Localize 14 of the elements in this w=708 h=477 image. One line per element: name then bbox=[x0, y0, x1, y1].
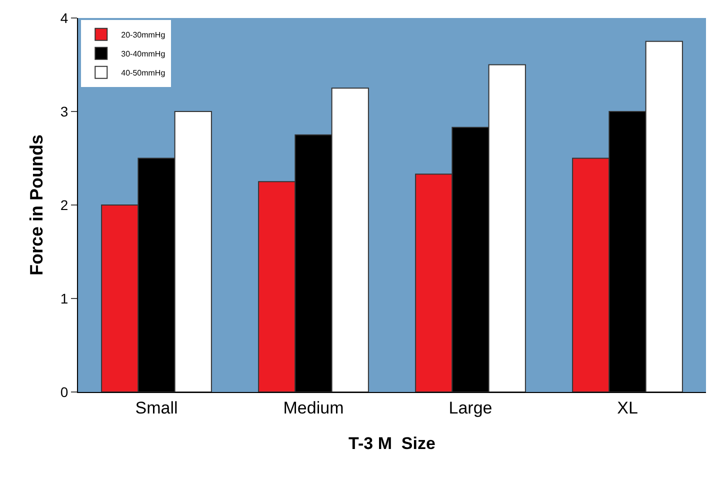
x-tick-label: Small bbox=[135, 398, 178, 418]
y-tick-label: 0 bbox=[60, 384, 68, 400]
legend-label: 40-50mmHg bbox=[121, 68, 166, 78]
legend-label: 20-30mmHg bbox=[121, 30, 166, 40]
y-tick-label: 2 bbox=[60, 196, 68, 213]
y-tick-label: 1 bbox=[60, 290, 68, 306]
legend-label: 30-40mmHg bbox=[121, 49, 166, 58]
x-tick-label: XL bbox=[617, 398, 638, 418]
x-tick-label: Medium bbox=[283, 398, 344, 418]
y-tick-label: 4 bbox=[60, 10, 68, 26]
y-axis-title: Force in Pounds bbox=[26, 134, 47, 276]
x-tick-label: Large bbox=[448, 398, 492, 418]
y-tick-label: 3 bbox=[60, 103, 68, 120]
x-axis-title: T-3 M Size bbox=[348, 434, 436, 453]
